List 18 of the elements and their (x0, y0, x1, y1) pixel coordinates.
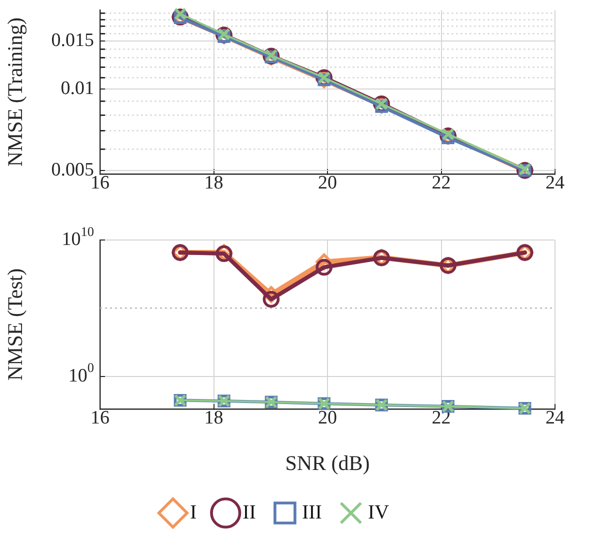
y-tick-label: 0.01 (60, 78, 94, 99)
y-axis-title: NMSE (Test) (3, 268, 28, 381)
x-axis-title: SNR (dB) (285, 450, 370, 475)
y-tick-label: 0.015 (51, 30, 94, 52)
x-tick-label: 18 (204, 407, 224, 428)
legend-label: I (190, 501, 197, 524)
x-tick-label: 20 (318, 407, 337, 428)
x-tick-label: 22 (432, 172, 451, 194)
x-tick-label: 24 (546, 407, 565, 428)
y-tick-label: 0.005 (51, 159, 94, 180)
x-tick-label: 24 (546, 172, 565, 194)
x-tick-label: 16 (90, 407, 110, 428)
legend-label: II (242, 501, 256, 524)
legend-label: IV (368, 501, 390, 524)
y-axis-title: NMSE (Training) (3, 18, 28, 167)
legend-label: III (302, 501, 322, 524)
x-tick-label: 18 (204, 172, 224, 194)
x-tick-label: 20 (318, 172, 337, 194)
